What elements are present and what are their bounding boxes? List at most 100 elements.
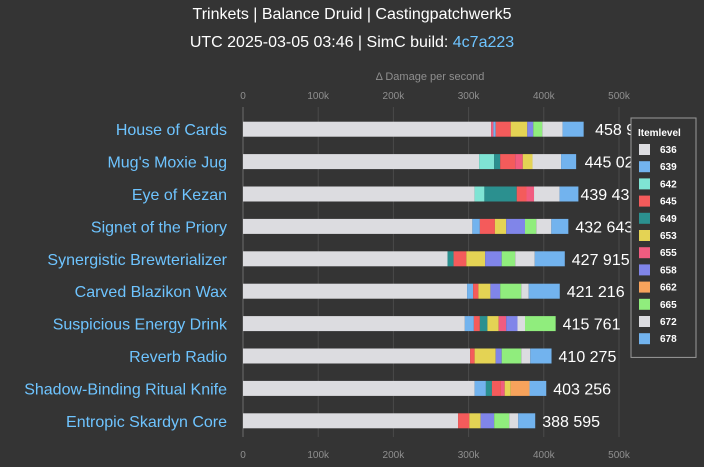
legend-title: Itemlevel (638, 128, 681, 139)
bar-segment (243, 413, 459, 429)
category-label[interactable]: Entropic Skardyn Core (66, 414, 227, 431)
bar-row: Suspicious Energy Drink 415 761 (53, 316, 621, 334)
legend-item-label[interactable]: 639 (660, 162, 677, 173)
bar-segment (479, 316, 488, 332)
category-label[interactable]: Suspicious Energy Drink (53, 317, 228, 334)
bar-segment (506, 218, 525, 234)
bar-segment (479, 218, 495, 234)
bar-segment (469, 413, 481, 429)
bar-segment (521, 348, 531, 364)
bar-segment (495, 348, 502, 364)
value-label: 427 915 (572, 252, 630, 269)
bar-segment (490, 283, 501, 299)
category-label[interactable]: Signet of the Priory (91, 219, 227, 236)
legend-item-label[interactable]: 662 (660, 283, 677, 294)
bar-segment (473, 283, 479, 299)
category-label[interactable]: Mug's Moxie Jug (107, 155, 227, 172)
bar-segment (470, 348, 475, 364)
legend-item-label[interactable]: 645 (660, 197, 677, 208)
bar-segment (487, 316, 499, 332)
bar-segment (525, 316, 556, 332)
legend-item-label[interactable]: 665 (660, 300, 677, 311)
bar-segment (534, 186, 560, 202)
bar-segment (243, 154, 480, 170)
bar-row: Synergistic Brewterializer 427 915 (47, 251, 630, 269)
legend-swatch (639, 144, 650, 155)
value-label: 421 216 (567, 284, 625, 301)
bar-segment (530, 348, 552, 364)
bar-segment (484, 186, 517, 202)
bar-segment (494, 218, 507, 234)
x-tick-label-bottom: 300k (458, 450, 481, 461)
category-label[interactable]: House of Cards (116, 122, 227, 139)
chart-subtitle: UTC 2025-03-05 03:46 | SimC build: 4c7a2… (0, 34, 704, 52)
category-label[interactable]: Shadow-Binding Ritual Knife (24, 381, 227, 398)
bar-row: Entropic Skardyn Core 388 595 (66, 413, 600, 431)
legend-swatch (639, 333, 650, 345)
bar-row: Reverb Radio 410 275 (129, 348, 617, 366)
bar-segment (517, 316, 525, 332)
value-label: 415 761 (563, 317, 621, 334)
legend-item-label[interactable]: 658 (660, 265, 677, 276)
bar-segment (474, 348, 496, 364)
bar-segment (491, 380, 501, 396)
category-label[interactable]: Synergistic Brewterializer (47, 252, 227, 269)
x-tick-label-bottom: 0 (240, 450, 246, 461)
bar-segment (510, 121, 528, 137)
legend-item-label[interactable]: 678 (660, 334, 677, 345)
bar-segment (458, 413, 470, 429)
bar-segment (526, 186, 535, 202)
bar-segment (472, 218, 480, 234)
bar-segment (243, 283, 468, 299)
bar-row: Mug's Moxie Jug 445 02 (107, 154, 634, 172)
legend-swatch (639, 316, 650, 327)
build-link[interactable]: 4c7a223 (452, 34, 515, 51)
bar-segment (485, 380, 492, 396)
bar-segment (561, 154, 577, 170)
x-tick-label-top: 0 (240, 91, 246, 102)
x-axis-title: Δ Damage per second (375, 71, 485, 83)
legend-item-label[interactable]: 653 (660, 231, 677, 242)
bar-segment (243, 348, 471, 364)
value-label: 410 275 (559, 349, 617, 366)
x-tick-label-top: 400k (533, 91, 556, 102)
legend-item-label[interactable]: 672 (660, 317, 677, 328)
bar-segment (510, 380, 530, 396)
bar-segment (467, 283, 474, 299)
category-label[interactable]: Reverb Radio (129, 349, 227, 366)
category-label[interactable]: Eye of Kezan (132, 187, 227, 204)
bar-segment (506, 316, 518, 332)
value-label: 432 643 (575, 219, 633, 236)
legend-swatch (639, 298, 650, 310)
legend-item-label[interactable]: 642 (660, 179, 677, 190)
value-label: 439 43 (580, 187, 629, 204)
x-tick-label-bottom: 100k (307, 450, 330, 461)
bar-segment (474, 186, 485, 202)
bar-segment (453, 251, 467, 267)
bar-row: House of Cards 458 9 (116, 121, 635, 139)
x-tick-label-top: 300k (458, 91, 481, 102)
value-label: 445 02 (585, 155, 634, 172)
legend-swatch (639, 212, 650, 224)
legend: Itemlevel 636 639 642 645 649 653 655 658 662 665 6… (630, 117, 697, 358)
legend-item-label[interactable]: 649 (660, 214, 677, 225)
bar-segment (243, 380, 475, 396)
bar-segment (518, 413, 536, 429)
bar-segment (542, 121, 563, 137)
bar-row: Shadow-Binding Ritual Knife 403 256 (24, 380, 611, 398)
bar-segment (504, 380, 511, 396)
legend-swatch (639, 247, 650, 259)
category-label[interactable]: Carved Blazikon Wax (75, 284, 227, 301)
subtitle-prefix: UTC 2025-03-05 03:46 | SimC build: (189, 34, 453, 51)
bar-segment (479, 154, 495, 170)
bar-segment (498, 316, 507, 332)
x-tick-label-bottom: 500k (608, 450, 631, 461)
bar-row: Carved Blazikon Wax 421 216 (75, 283, 625, 301)
bar-segment (495, 121, 511, 137)
bar-segment (466, 251, 486, 267)
legend-item-label[interactable]: 636 (660, 145, 677, 156)
x-tick-label-top: 500k (608, 91, 631, 102)
legend-item-label[interactable]: 655 (660, 248, 677, 259)
bar-segment (474, 380, 486, 396)
bar-segment (491, 121, 494, 137)
